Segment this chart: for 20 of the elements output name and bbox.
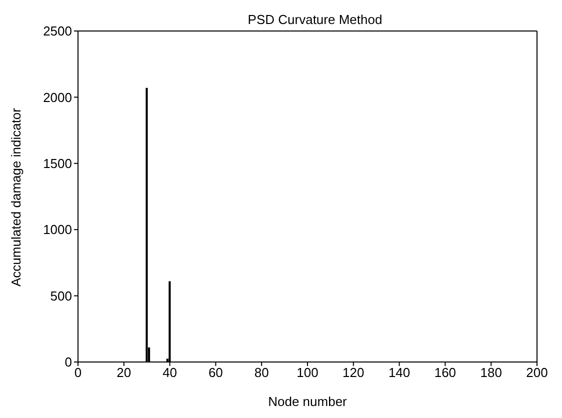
chart-title: PSD Curvature Method: [246, 12, 384, 27]
x-tick-label: 20: [116, 365, 132, 380]
y-tick-label: 2000: [43, 90, 72, 105]
y-tick-label: 2500: [43, 24, 72, 39]
x-tick-label: 100: [296, 365, 318, 380]
x-tick-label: 0: [74, 365, 82, 380]
y-tick-label: 500: [50, 288, 72, 304]
x-tick-label: 120: [342, 365, 364, 380]
x-tick-label: 140: [388, 365, 410, 380]
x-tick-label: 80: [254, 365, 269, 380]
y-axis-title: Accumulated damage indicator: [8, 107, 24, 286]
x-tick-label: 200: [526, 365, 548, 380]
y-tick-label: 1500: [43, 156, 72, 172]
x-tick-label: 160: [434, 365, 456, 380]
x-tick-label: 60: [208, 365, 223, 380]
x-tick-label: 180: [480, 365, 502, 380]
x-tick-label: 40: [162, 365, 178, 380]
y-tick-label: 1000: [43, 222, 72, 238]
x-axis-title: Node number: [268, 394, 348, 409]
y-tick-label: 0: [64, 354, 72, 370]
